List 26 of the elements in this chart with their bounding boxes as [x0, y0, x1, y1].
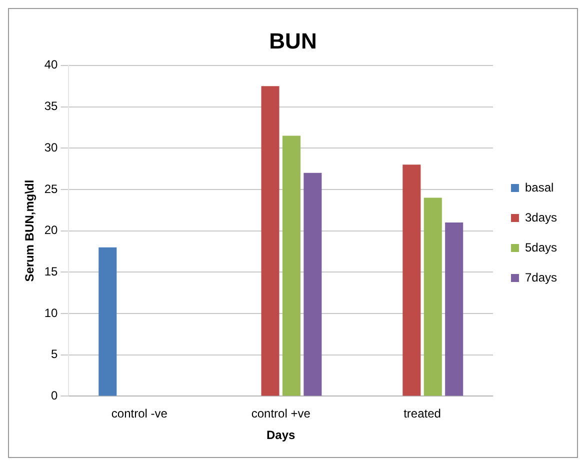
- y-tick-label: 0: [51, 388, 58, 403]
- bar: [304, 172, 322, 396]
- x-tick-label: control -ve: [111, 406, 168, 421]
- y-tick-label: 5: [51, 347, 58, 362]
- x-tick-label: control +ve: [251, 406, 311, 421]
- legend-label: basal: [524, 180, 554, 194]
- y-tick-label: 25: [44, 182, 58, 196]
- x-tick-label: treated: [404, 406, 441, 421]
- bar: [424, 198, 442, 396]
- y-tick-label: 20: [44, 223, 58, 238]
- legend-label: 3days: [524, 210, 558, 224]
- bar: [98, 247, 117, 396]
- bar: [282, 136, 300, 396]
- y-tick-label: 35: [44, 99, 58, 114]
- bar: [261, 86, 280, 396]
- y-tick-label: 40: [44, 58, 58, 72]
- bar: [402, 164, 421, 396]
- bar: [445, 222, 464, 396]
- y-tick-label: 15: [44, 264, 58, 278]
- legend-label: 7days: [524, 270, 558, 284]
- y-tick-label: 30: [44, 140, 58, 154]
- y-tick-label: 10: [44, 306, 58, 320]
- x-axis-title: Days: [266, 428, 296, 442]
- y-axis-title: Serum BUN,mg\dl: [22, 180, 37, 282]
- legend-label: 5days: [524, 240, 558, 254]
- chart-title: BUN: [269, 28, 317, 54]
